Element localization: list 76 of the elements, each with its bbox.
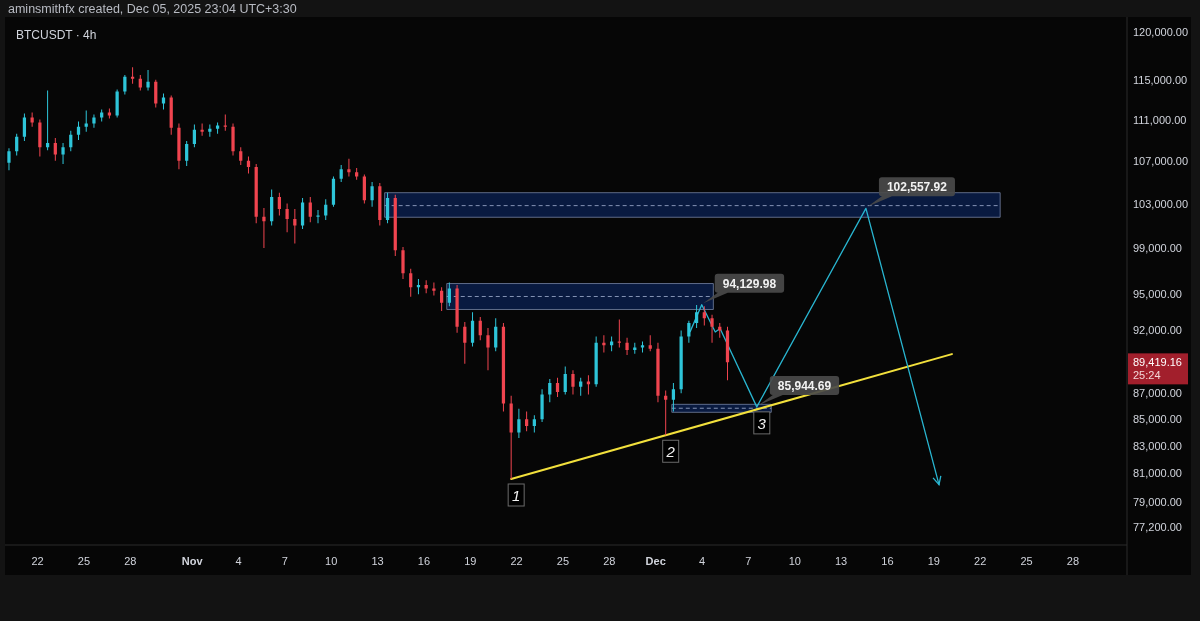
x-tick-label: 28 [603,555,616,567]
text: 25:24 [1133,369,1161,382]
candlestick [656,342,660,403]
x-tick-label: 16 [881,555,894,567]
x-tick-label: 13 [835,555,848,567]
candlestick [347,158,351,177]
candlestick [177,123,181,170]
x-tick-label: 28 [124,555,137,567]
x-tick-label: 4 [235,555,242,567]
y-tick-label: 87,000.00 [1133,387,1182,400]
x-tick-label: 25 [77,555,91,567]
x-tick-label: 25 [1020,555,1033,567]
text: aminsmithfx created, Dec 05, 2025 23:04 UTC+3:30 [8,2,297,16]
x-tick-label: 28 [1066,555,1080,567]
text: BTCUSDT · 4h [16,28,97,42]
y-tick-label: 81,000.00 [1133,467,1182,480]
candlestick [92,114,96,128]
candlestick [625,337,629,356]
x-tick-label: 19 [464,555,477,567]
candlestick [84,110,88,132]
x-tick-label: 4 [699,555,706,567]
y-tick-label: 107,000.00 [1133,154,1189,167]
y-tick-label: 103,000.00 [1133,197,1189,210]
candlestick [7,148,11,171]
y-tick-label: 95,000.00 [1133,288,1182,301]
x-tick-label: 22 [510,555,523,567]
candlestick [640,341,645,353]
candlestick [710,314,714,343]
candlestick [455,284,459,333]
candlestick [61,143,65,164]
candlestick [571,370,575,395]
y-tick-label: 77,200.00 [1133,521,1182,534]
candlestick [130,67,135,84]
annotation: 3 [757,414,767,432]
annotation: 94,129.98 [722,276,777,291]
y-tick-label: 115,000.00 [1133,73,1188,86]
candlestick [223,114,227,131]
x-tick-label: 13 [371,555,384,567]
x-tick-label: 25 [556,555,570,567]
y-tick-label: 83,000.00 [1133,440,1182,453]
y-tick-label: 92,000.00 [1133,324,1182,337]
candlestick [231,123,235,156]
candlestick [401,246,405,280]
candlestick [486,327,490,371]
text: 89,419.16 [1133,356,1182,369]
candlestick [432,282,436,296]
y-tick-label: 85,000.00 [1133,413,1182,426]
annotation: 102,557.92 [886,180,948,195]
candlestick [285,203,289,233]
candlestick [200,123,204,136]
candlestick [370,181,374,207]
x-tick-label: 7 [745,555,752,567]
candlestick [517,408,521,438]
x-tick-label: 10 [788,555,801,567]
candlestick [617,319,621,348]
y-tick-label: 111,000.00 [1133,113,1187,126]
candlestick [540,389,544,422]
annotation: 2 [665,443,676,461]
y-tick-label: 120,000.00 [1133,25,1189,38]
y-tick-label: 79,000.00 [1133,495,1182,508]
candlestick [146,70,150,91]
x-tick-label: Dec [645,555,666,567]
candlestick [316,210,320,224]
x-tick-label: 19 [927,555,940,567]
x-tick-label: 16 [417,555,431,567]
annotation: 1 [511,486,521,504]
x-tick-label: 10 [325,555,338,567]
annotation: 85,944.69 [777,378,832,393]
x-tick-label: 22 [974,555,987,567]
x-tick-label: Nov [181,555,204,567]
x-tick-label: 7 [281,555,288,567]
x-tick-label: 22 [31,555,44,567]
candlestick [262,207,266,249]
candlestick [45,90,50,151]
y-tick-label: 99,000.00 [1133,242,1182,255]
candlestick [664,390,668,436]
